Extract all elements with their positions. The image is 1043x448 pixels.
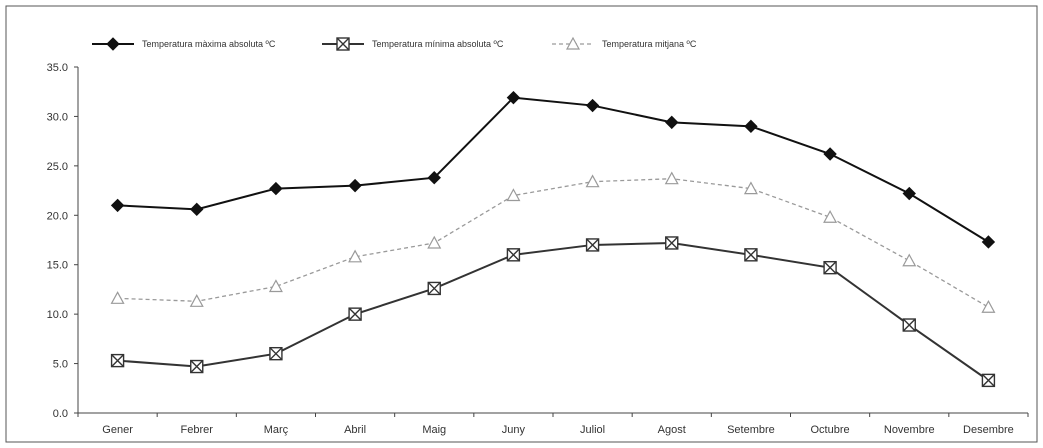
data-point	[506, 90, 521, 105]
data-point	[585, 98, 600, 113]
data-point	[902, 253, 917, 267]
data-point	[744, 119, 758, 134]
legend-item: Temperatura mitjana ºC	[552, 36, 697, 50]
x-tick-label: Gener	[102, 424, 133, 436]
x-tick-label: Setembre	[727, 424, 775, 436]
legend-label: Temperatura mitjana ºC	[602, 39, 697, 49]
x-tick-label: Febrer	[181, 424, 214, 436]
chart-frame	[5, 5, 1038, 443]
series-group	[110, 171, 996, 313]
data-point	[190, 202, 204, 217]
data-point	[506, 188, 521, 202]
y-tick-label: 20.0	[47, 210, 68, 222]
data-point	[427, 281, 441, 296]
data-point	[110, 198, 125, 213]
y-tick-label: 5.0	[53, 359, 68, 371]
x-tick-label: Juny	[502, 424, 526, 436]
legend-item: Temperatura mínima absoluta ºC	[322, 37, 504, 51]
data-point	[981, 299, 996, 313]
x-tick-label: Abril	[344, 424, 366, 436]
data-point	[269, 346, 283, 361]
data-point	[506, 248, 521, 262]
x-tick-label: Març	[264, 424, 289, 436]
y-axis-ticks: 0.0 5.0 10.0 15.0 20.0 25.0 30.0 35.0	[47, 62, 78, 420]
data-point	[744, 248, 758, 262]
data-point	[902, 318, 916, 332]
y-tick-label: 15.0	[47, 260, 68, 272]
legend: Temperatura màxima absoluta ºC Temperatur…	[92, 36, 697, 51]
data-point	[268, 279, 283, 293]
series-group	[110, 236, 996, 388]
data-point	[743, 181, 758, 195]
data-point	[190, 359, 204, 374]
data-point	[110, 291, 125, 304]
data-point	[823, 260, 837, 275]
y-tick-label: 30.0	[47, 111, 68, 123]
data-point	[348, 178, 362, 193]
data-point	[981, 235, 996, 249]
series-line	[117, 96, 989, 243]
data-point	[269, 181, 283, 196]
series-line	[117, 241, 989, 382]
data-point	[902, 186, 916, 201]
legend-marker	[336, 37, 350, 51]
data-point	[189, 294, 204, 307]
legend-marker	[565, 36, 581, 50]
legend-item: Temperatura màxima absoluta ºC	[92, 37, 276, 51]
y-tick-label: 35.0	[47, 62, 68, 74]
data-point	[823, 147, 837, 161]
data-point	[348, 307, 362, 321]
data-point	[823, 210, 838, 223]
x-tick-label: Maig	[422, 424, 446, 436]
y-tick-label: 0.0	[53, 408, 68, 420]
data-point	[664, 171, 679, 185]
data-point	[665, 115, 679, 130]
x-axis-ticks: Gener Febrer Març Abril Maig Juny Juliol Agost S…	[77, 413, 1029, 436]
series-layer	[110, 90, 996, 388]
legend-marker	[106, 37, 120, 51]
x-tick-label: Juliol	[580, 424, 605, 436]
series-group	[110, 90, 996, 249]
x-tick-label: Desembre	[963, 424, 1014, 436]
data-point	[585, 238, 600, 252]
y-tick-label: 10.0	[47, 309, 68, 321]
legend-label: Temperatura màxima absoluta ºC	[142, 39, 276, 49]
x-tick-label: Novembre	[884, 424, 935, 436]
data-point	[427, 235, 442, 249]
y-tick-label: 25.0	[47, 161, 68, 173]
series-line	[117, 178, 989, 308]
data-point	[981, 373, 996, 388]
data-point	[110, 353, 125, 368]
data-point	[665, 236, 679, 250]
data-point	[585, 174, 600, 188]
legend-label: Temperatura mínima absoluta ºC	[372, 39, 504, 49]
x-tick-label: Octubre	[811, 424, 850, 436]
data-point	[348, 249, 363, 263]
x-tick-label: Agost	[658, 424, 686, 436]
data-point	[427, 171, 441, 185]
